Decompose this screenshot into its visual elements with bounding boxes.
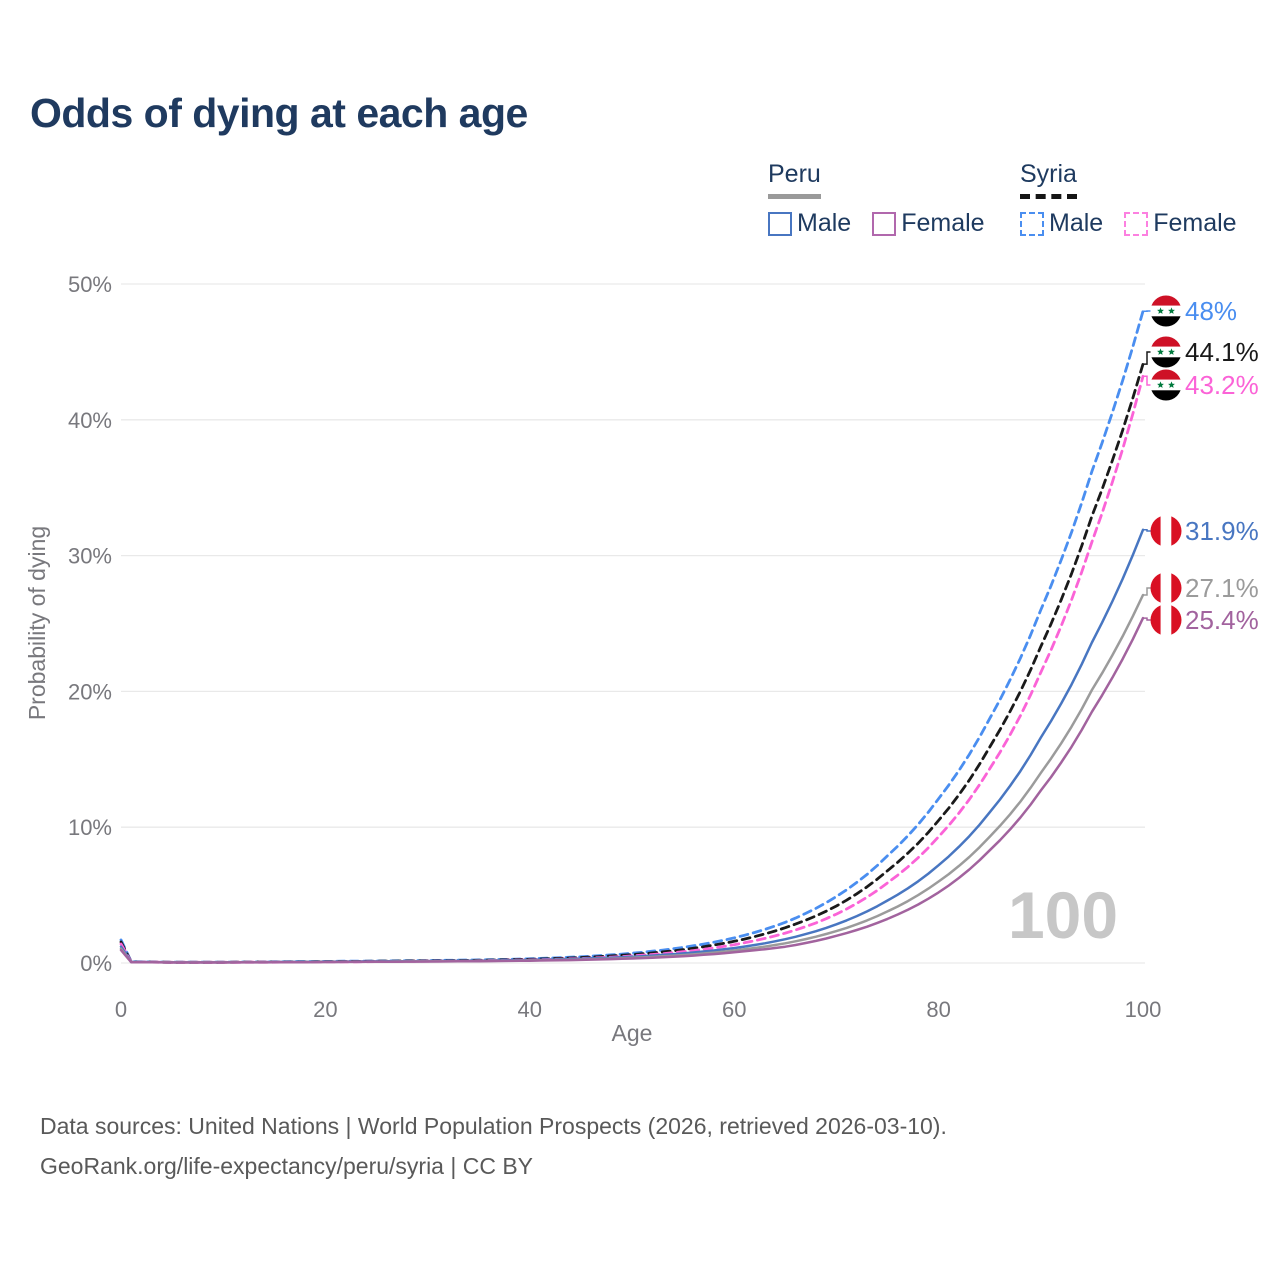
series-line-peru-female[interactable] [119,616,1145,964]
attribution-line: GeoRank.org/life-expectancy/peru/syria |… [40,1153,534,1179]
x-tick-label: 20 [313,997,337,1022]
axis-ticks: 0% 10% 20% 30% 40% 50% 0 20 40 60 80 100 [68,272,1161,1022]
legend-item-syria-male[interactable]: Male [1020,209,1103,238]
y-tick-label: 40% [68,408,112,433]
flag-peru-icon [1150,515,1182,547]
y-tick-label: 0% [80,951,112,976]
flag-syria-icon [1150,369,1182,401]
flag-peru-icon [1150,572,1182,604]
legend-item-peru-male[interactable]: Male [768,209,851,238]
x-tick-label: 60 [722,997,746,1022]
y-tick-label: 10% [68,815,112,840]
end-connector-syria-total [1143,351,1151,365]
y-tick-label: 20% [68,679,112,704]
y-axis-title: Probability of dying [24,526,50,720]
syria-male-swatch-icon [1020,211,1044,236]
peru-male-swatch-icon [768,211,792,236]
end-value-label-peru-male: 31.9% [1185,516,1259,546]
end-connector-syria-female [1143,375,1151,386]
legend-label: Male [1049,209,1104,237]
gridlines [121,283,1145,964]
legend-country-syria[interactable]: Syria [1020,160,1077,199]
x-tick-label: 40 [518,997,542,1022]
legend-label: Female [901,209,985,237]
x-tick-label: 100 [1125,997,1162,1022]
end-value-label-syria-total: 44.1% [1185,337,1259,367]
footer: Data sources: United Nations | World Pop… [40,1106,947,1186]
end-value-label-peru-total: 27.1% [1185,573,1259,603]
end-connector-peru-female [1143,617,1151,621]
y-tick-label: 30% [68,544,112,569]
end-value-label-peru-female: 25.4% [1185,605,1259,635]
x-axis-title: Age [612,1020,653,1046]
series-line-peru-total[interactable] [119,593,1145,964]
legend-item-peru-female[interactable]: Female [872,209,985,238]
legend-group-syria: Syria Male Female [1020,160,1237,238]
end-value-label-syria-female: 43.2% [1185,370,1259,400]
flag-syria-icon [1150,295,1182,327]
end-connector-peru-total [1143,587,1151,596]
data-source-line: Data sources: United Nations | World Pop… [40,1113,947,1139]
legend-label: Male [797,209,852,237]
end-value-label-syria-male: 48% [1185,296,1237,326]
legend-item-syria-female[interactable]: Female [1124,209,1237,238]
syria-female-swatch-icon [1124,211,1149,236]
flag-peru-icon [1150,604,1182,636]
legend-group-peru: Peru Male Female [768,160,985,238]
end-connector-peru-male [1143,529,1151,532]
hover-age-watermark: 100 [1008,878,1118,952]
series-line-syria-total[interactable] [119,362,1145,964]
series-line-syria-male[interactable] [119,309,1145,964]
legend-label: Female [1153,209,1237,237]
page-title: Odds of dying at each age [30,90,528,136]
series-line-syria-female[interactable] [119,374,1145,964]
x-tick-label: 80 [926,997,950,1022]
peru-female-swatch-icon [872,211,897,236]
legend-country-peru[interactable]: Peru [768,160,821,199]
end-labels: 48% 44.1%43.2% 31.9% 27.1%25.4% [1143,295,1259,636]
x-tick-label: 0 [115,997,127,1022]
y-tick-label: 50% [68,272,112,297]
series-lines [119,309,1145,964]
flag-syria-icon [1150,336,1182,368]
